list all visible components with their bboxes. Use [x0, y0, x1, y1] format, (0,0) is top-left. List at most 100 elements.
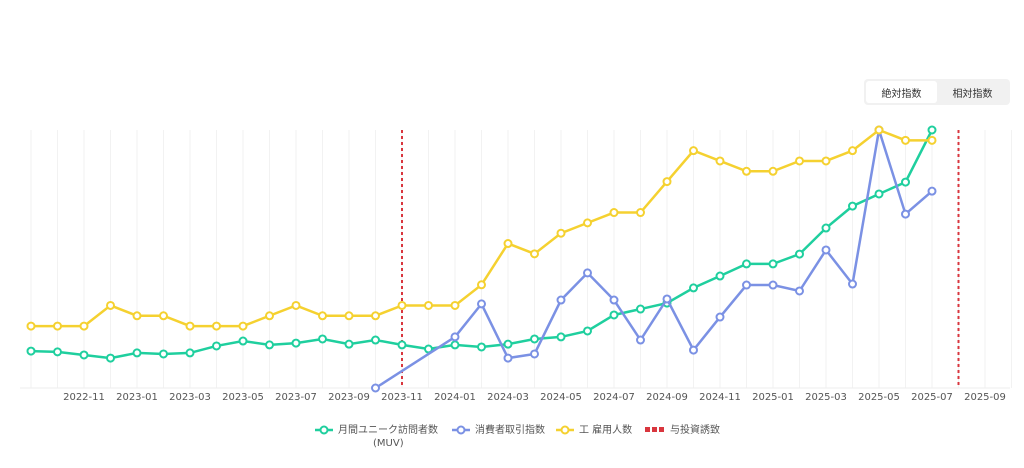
point	[901, 135, 910, 145]
legend-label: 工 雇用人数	[579, 423, 632, 436]
point	[662, 298, 672, 308]
point	[609, 310, 619, 320]
point	[477, 342, 486, 352]
point	[450, 340, 460, 350]
point	[424, 300, 433, 310]
x-tick-label: 2024-09	[646, 392, 688, 403]
point	[556, 295, 566, 305]
point	[927, 135, 937, 145]
x-tick-label: 2023-09	[328, 392, 370, 403]
point	[371, 311, 380, 321]
point	[450, 332, 460, 342]
point	[477, 280, 486, 290]
point	[291, 300, 301, 310]
legend-line: 月間ユニーク訪問者数	[338, 423, 438, 436]
point	[79, 321, 89, 331]
x-tick-label: 2025-09	[964, 392, 1006, 403]
point	[556, 332, 566, 342]
point	[503, 353, 513, 363]
legend-item: 消費者取引指数	[452, 423, 545, 436]
legend-item: 月間ユニーク訪問者数 (MUV)	[315, 423, 438, 449]
point	[715, 312, 725, 322]
point	[689, 283, 698, 293]
point	[821, 245, 831, 255]
point	[795, 156, 804, 166]
point	[715, 271, 725, 281]
legend-swatch	[645, 427, 650, 432]
point	[609, 208, 619, 218]
legend-line: (MUV)	[373, 438, 404, 449]
point	[397, 300, 407, 310]
legend-item: 工 雇用人数	[556, 423, 632, 436]
legend-item: 与投資誘致	[645, 423, 720, 436]
point	[212, 341, 221, 351]
point	[450, 300, 460, 310]
point	[132, 311, 142, 321]
point	[238, 321, 248, 331]
point	[583, 268, 592, 278]
point	[106, 300, 115, 310]
x-tick-label: 2023-07	[275, 392, 317, 403]
point	[477, 299, 486, 309]
legend-dot	[319, 425, 329, 435]
point	[159, 349, 168, 359]
point	[742, 259, 751, 269]
x-tick-label: 2025-03	[805, 392, 847, 403]
legend-swatch	[652, 427, 657, 432]
point	[53, 321, 62, 331]
point	[291, 338, 301, 348]
point	[530, 349, 539, 359]
point	[874, 189, 884, 199]
point	[662, 177, 672, 187]
x-tick-label: 2023-05	[222, 392, 264, 403]
point	[583, 218, 592, 228]
x-tick-label: 2024-11	[699, 392, 741, 403]
x-tick-label: 2022-11	[63, 392, 105, 403]
point	[583, 326, 592, 336]
point	[662, 294, 672, 304]
point	[212, 321, 221, 331]
point	[26, 321, 36, 331]
point	[79, 350, 89, 360]
point	[821, 223, 831, 233]
point	[609, 295, 619, 305]
point	[530, 334, 539, 344]
point	[901, 209, 910, 219]
point	[768, 280, 778, 290]
x-tick-label: 2023-03	[169, 392, 211, 403]
series-line	[454, 129, 933, 360]
point	[768, 259, 778, 269]
point	[318, 311, 327, 321]
point	[636, 304, 645, 314]
point	[742, 166, 751, 176]
point	[821, 156, 831, 166]
point	[238, 336, 248, 346]
point	[26, 346, 36, 356]
point	[636, 208, 645, 218]
point	[901, 177, 910, 187]
legend-label: 与投資誘致	[670, 423, 720, 436]
point	[397, 340, 407, 350]
relative-button[interactable]: 相対指数	[952, 88, 993, 100]
point	[848, 201, 857, 211]
x-tick-label: 2024-05	[540, 392, 582, 403]
point	[927, 125, 937, 135]
point	[344, 311, 354, 321]
point	[689, 345, 698, 355]
point	[795, 249, 804, 259]
point	[424, 344, 433, 354]
point	[159, 311, 168, 321]
point	[318, 334, 327, 344]
point	[636, 335, 645, 345]
point	[185, 348, 195, 358]
point	[715, 156, 725, 166]
point	[53, 347, 62, 357]
point	[927, 186, 937, 196]
mode-toggle: 絶対指数 相対指数	[864, 79, 1010, 105]
point	[768, 166, 778, 176]
point	[132, 348, 142, 358]
absolute-button[interactable]: 絶対指数	[866, 81, 937, 103]
x-tick-label: 2023-01	[116, 392, 158, 403]
x-tick-label: 2025-05	[858, 392, 900, 403]
